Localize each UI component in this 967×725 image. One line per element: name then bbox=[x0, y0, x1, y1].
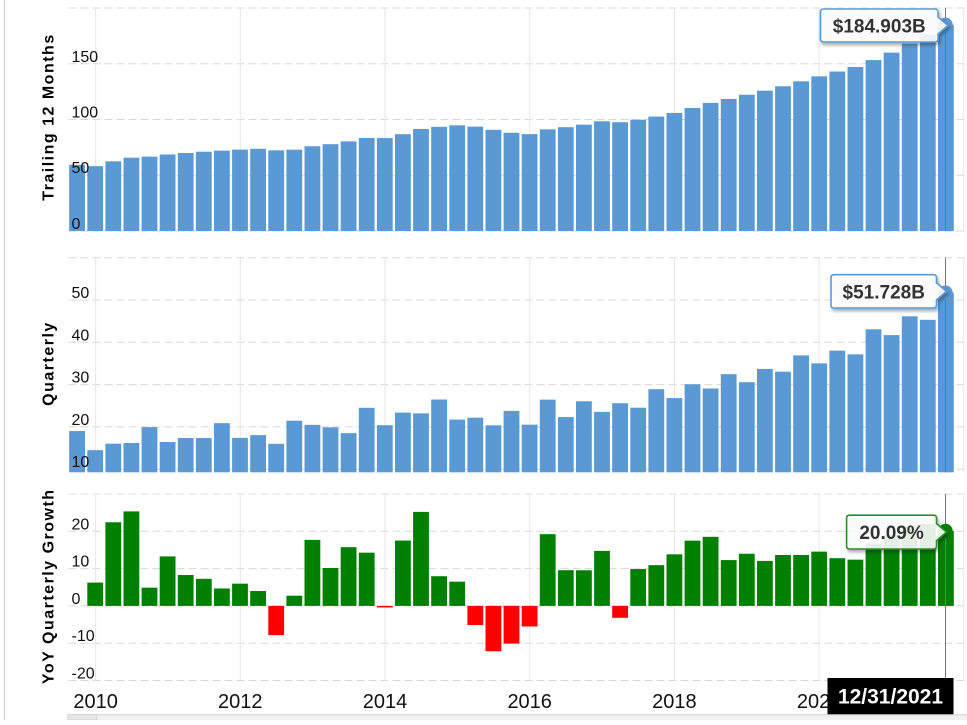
svg-text:0: 0 bbox=[72, 216, 81, 233]
svg-text:$51.728B: $51.728B bbox=[843, 282, 925, 303]
svg-text:Trailing 12 Months: Trailing 12 Months bbox=[41, 33, 58, 200]
svg-text:50: 50 bbox=[72, 160, 90, 177]
svg-text:2018: 2018 bbox=[652, 691, 697, 713]
svg-text:12/31/2021: 12/31/2021 bbox=[838, 686, 943, 709]
svg-text:100: 100 bbox=[72, 105, 99, 122]
svg-text:2014: 2014 bbox=[363, 691, 408, 713]
svg-text:Quarterly: Quarterly bbox=[41, 321, 58, 406]
svg-text:40: 40 bbox=[72, 327, 90, 344]
svg-text:-20: -20 bbox=[72, 666, 95, 683]
svg-text:2016: 2016 bbox=[507, 691, 552, 713]
svg-text:10: 10 bbox=[72, 554, 90, 571]
svg-text:0: 0 bbox=[72, 591, 81, 608]
svg-text:50: 50 bbox=[72, 285, 90, 302]
svg-text:30: 30 bbox=[72, 370, 90, 387]
svg-text:2010: 2010 bbox=[73, 691, 118, 713]
svg-text:150: 150 bbox=[72, 49, 99, 66]
svg-text:20: 20 bbox=[72, 516, 90, 533]
svg-text:20.09%: 20.09% bbox=[859, 523, 924, 544]
svg-text:-10: -10 bbox=[72, 628, 95, 645]
svg-text:10: 10 bbox=[72, 454, 90, 471]
svg-text:$184.903B: $184.903B bbox=[833, 17, 926, 38]
svg-text:20: 20 bbox=[72, 412, 90, 429]
svg-text:2012: 2012 bbox=[218, 691, 263, 713]
svg-text:YoY Quarterly Growth: YoY Quarterly Growth bbox=[41, 488, 58, 684]
